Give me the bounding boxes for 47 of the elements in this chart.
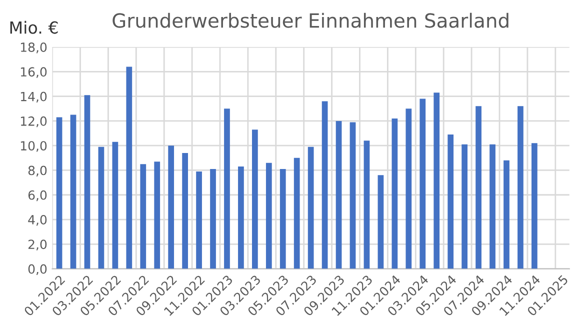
bar — [448, 134, 454, 269]
bar — [476, 106, 482, 269]
bar — [210, 169, 216, 269]
bar — [532, 143, 538, 269]
bar — [364, 140, 370, 269]
y-tick-label: 18,0 — [20, 42, 47, 54]
bar — [196, 171, 202, 269]
bar — [140, 164, 146, 269]
y-tick-label: 12,0 — [20, 116, 47, 128]
y-tick-label: 0,0 — [28, 264, 47, 275]
bar — [280, 169, 286, 269]
bar — [238, 166, 244, 269]
bar — [350, 122, 356, 269]
y-axis-title: Mio. € — [10, 20, 58, 34]
bar — [56, 117, 62, 269]
bar — [378, 175, 384, 269]
bar — [490, 144, 496, 269]
bar — [392, 118, 398, 269]
bar — [406, 108, 412, 269]
y-tick-label: 10,0 — [20, 141, 47, 152]
bar — [84, 95, 90, 269]
bar — [434, 92, 440, 269]
bar — [182, 152, 188, 269]
bar — [462, 144, 468, 269]
bar — [126, 66, 132, 269]
y-tick-label: 2,0 — [28, 240, 47, 250]
chart-title: Grunderwerbsteuer Einnahmen Saarland — [112, 12, 508, 28]
bar — [154, 162, 160, 269]
bar — [322, 101, 328, 269]
y-tick-label: 4,0 — [28, 214, 47, 226]
y-tick-label: 16,0 — [20, 67, 47, 78]
bar — [266, 162, 272, 269]
bar — [112, 142, 118, 269]
bar — [308, 146, 314, 269]
bar — [336, 120, 342, 269]
bar — [504, 160, 510, 269]
bar — [224, 108, 230, 269]
bar — [294, 158, 300, 269]
y-tick-label: 6,0 — [28, 190, 47, 202]
bar — [168, 146, 174, 269]
bar — [518, 106, 524, 269]
bar — [420, 98, 426, 269]
bar — [70, 114, 76, 269]
y-tick-label: 8,0 — [28, 166, 47, 176]
bar — [252, 130, 258, 269]
bar — [98, 146, 104, 269]
y-tick-label: 14,0 — [20, 92, 47, 103]
